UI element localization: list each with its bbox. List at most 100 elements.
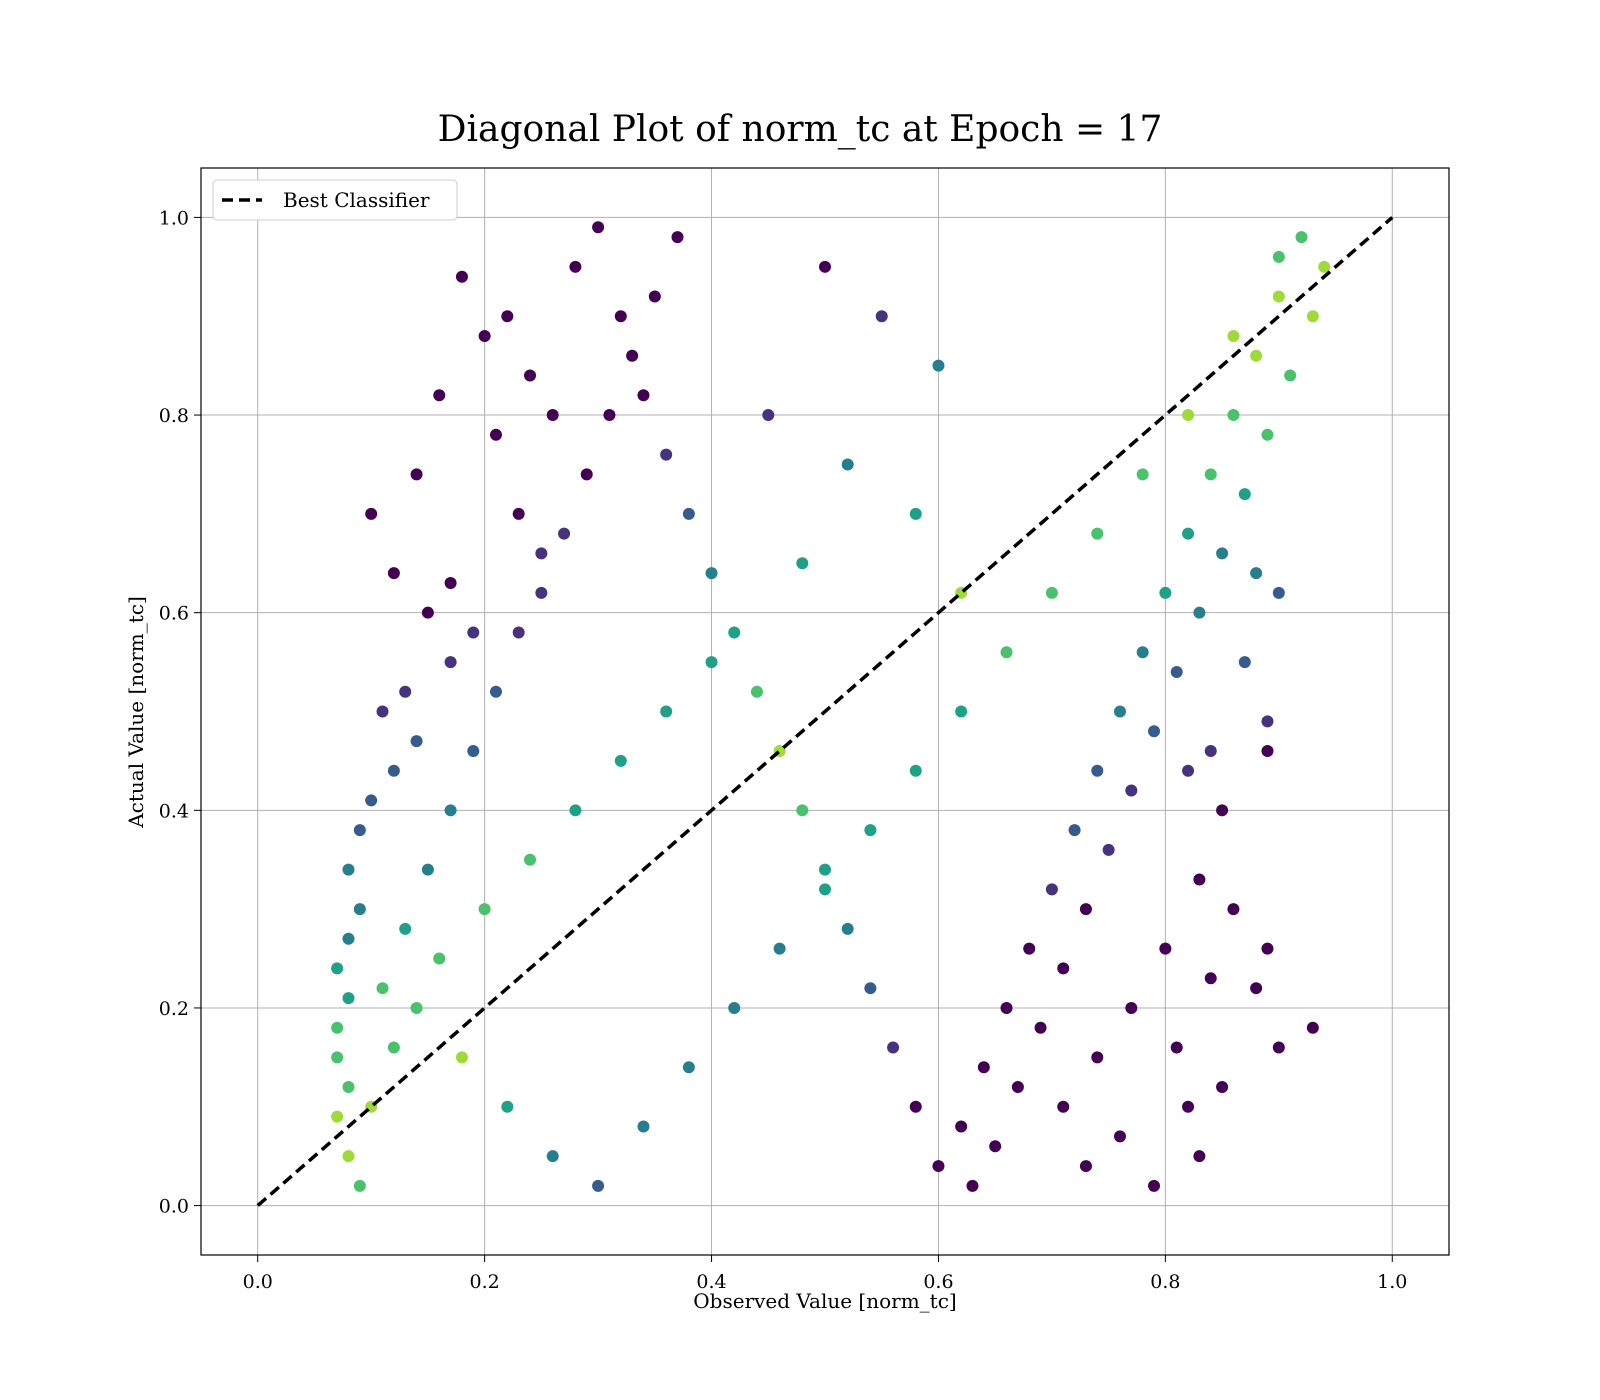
x-tick-label-1: 0.2 [470,1271,500,1293]
scatter-point-37 [421,863,434,876]
scatter-point-98 [966,1179,979,1192]
scatter-point-110 [1261,745,1274,758]
scatter-point-28 [331,1051,344,1064]
scatter-point-85 [1261,428,1274,441]
plot-frame [200,167,1450,1256]
scatter-point-122 [1057,1100,1070,1113]
scatter-point-83 [1306,310,1319,323]
scatter-point-63 [887,1041,900,1054]
scatter-point-2 [410,468,423,481]
scatter-point-92 [1102,843,1115,856]
scatter-point-107 [1216,804,1229,817]
scatter-point-62 [864,982,877,995]
scatter-point-95 [1034,1021,1047,1034]
scatter-point-135 [614,754,627,767]
scatter-point-147 [728,1001,741,1014]
scatter-point-105 [1227,903,1240,916]
scatter-point-68 [1000,1001,1013,1014]
scatter-point-51 [614,310,627,323]
scatter-point-106 [1193,873,1206,886]
scatter-point-82 [1318,260,1331,273]
scatter-point-17 [376,705,389,718]
legend-label-best-classifier: Best Classifier [283,188,430,212]
scatter-point-49 [592,221,605,234]
scatter-point-93 [1079,903,1092,916]
scatter-point-142 [501,1100,514,1113]
scatter-point-75 [1159,586,1172,599]
scatter-point-15 [444,656,457,669]
scatter-point-131 [796,557,809,570]
scatter-point-104 [1261,942,1274,955]
scatter-point-153 [1000,646,1013,659]
scatter-point-72 [1091,764,1104,777]
scatter-point-138 [478,903,491,916]
reference-line [256,216,1394,1207]
scatter-point-73 [1113,705,1126,718]
scatter-point-91 [1125,784,1138,797]
scatter-point-23 [353,903,366,916]
scatter-point-158 [1227,329,1240,342]
scatter-point-97 [989,1140,1002,1153]
scatter-point-130 [909,507,922,520]
scatter-point-10 [546,409,559,422]
scatter-point-8 [501,310,514,323]
scatter-point-129 [841,458,854,471]
scatter-point-30 [331,1110,344,1123]
x-tick-label-0: 0.0 [243,1271,273,1293]
scatter-point-74 [1136,646,1149,659]
scatter-point-80 [1272,290,1285,303]
scatter-point-118 [1170,1041,1183,1054]
scatter-point-114 [1250,567,1263,580]
scatter-point-121 [1079,1160,1092,1173]
scatter-point-32 [353,1179,366,1192]
series-line-best-classifier [256,216,1394,1207]
scatter-point-20 [365,794,378,807]
scatter-point-45 [603,409,616,422]
x-tick-label-3: 0.6 [923,1271,953,1293]
y-tick-label-0: 0.0 [159,1196,189,1218]
scatter-point-1 [387,567,400,580]
scatter-point-61 [841,922,854,935]
scatter-point-44 [580,468,593,481]
scatter-point-59 [796,804,809,817]
scatter-point-100 [1204,972,1217,985]
scatter-point-87 [1216,547,1229,560]
legend: Best Classifier [212,179,458,221]
scatter-point-24 [342,932,355,945]
scatter-point-128 [762,409,775,422]
scatter-point-70 [1045,883,1058,896]
scatter-point-60 [819,863,831,876]
scatter-point-22 [342,863,355,876]
scatter-point-7 [433,389,446,402]
y-axis-label: Actual Value [norm_tc] [124,596,148,829]
scatter-point-48 [671,231,684,244]
scatter-point-103 [1306,1021,1319,1034]
scatter-point-154 [1045,586,1058,599]
scatter-point-108 [1182,764,1195,777]
scatter-point-81 [1295,231,1308,244]
scatter-point-109 [1204,745,1217,758]
scatter-point-27 [331,1021,344,1034]
scatter-point-40 [489,685,502,698]
scatter-point-126 [875,310,888,323]
scatter-point-101 [1250,982,1263,995]
scatter-point-41 [512,626,525,639]
scatter-point-140 [410,1001,423,1014]
scatter-point-155 [1091,527,1104,540]
scatter-point-152 [955,705,968,718]
scatter-point-123 [1091,1051,1104,1064]
scatter-point-151 [909,764,922,777]
scatter-point-78 [1227,409,1240,422]
scatter-point-25 [331,962,344,975]
scatter-point-36 [399,922,412,935]
scatter-point-18 [410,735,423,748]
scatter-point-99 [1159,942,1172,955]
chart-title: Diagonal Plot of norm_tc at Epoch = 17 [438,109,1163,150]
scatter-point-64 [909,1100,922,1113]
scatter-point-19 [387,764,400,777]
scatter-point-65 [932,1160,945,1173]
scatter-point-146 [682,1061,695,1074]
scatter-point-11 [489,428,502,441]
scatter-point-112 [1238,656,1251,669]
scatter-point-94 [1057,962,1070,975]
